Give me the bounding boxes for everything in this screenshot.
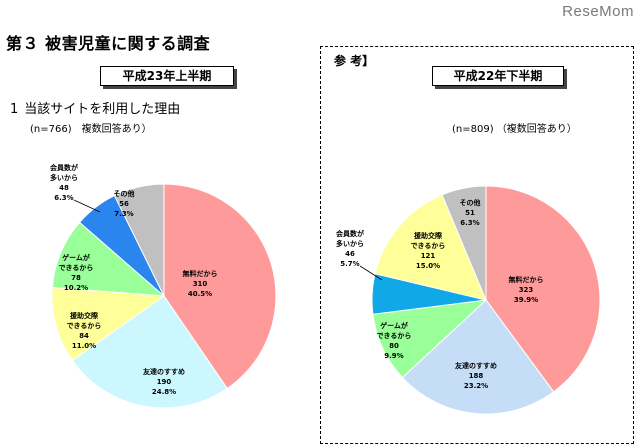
slice-label: 友達のすすめ 188 23.2% [454, 361, 497, 390]
pie-slice [113, 183, 165, 297]
slice-count: 80 [389, 342, 399, 350]
slice-count: 310 [193, 280, 208, 288]
slice-name: 会員数が [336, 229, 364, 238]
slice-count: 323 [519, 286, 534, 294]
pie-slice [163, 183, 277, 390]
slice-count: 46 [345, 250, 355, 258]
reference-frame [320, 46, 634, 444]
period-label-left: 平成23年上半期 [100, 66, 234, 86]
slice-count: 190 [157, 378, 172, 386]
slice-percent: 6.3% [460, 219, 479, 227]
slice-percent: 10.2% [64, 284, 88, 292]
pie-slice [374, 194, 487, 301]
pie-slice [485, 185, 601, 393]
section-number: 1 [10, 102, 19, 117]
slice-count: 121 [421, 252, 436, 260]
period-label-right: 平成22年下半期 [432, 66, 564, 86]
page-title: 第３ 被害児童に関する調査 [6, 34, 211, 53]
slice-name: 援助交際 [70, 311, 99, 320]
pie-slice [401, 299, 555, 415]
slice-label: 友達のすすめ 190 24.8% [142, 367, 185, 396]
slice-percent: 9.9% [384, 352, 403, 360]
slice-name: 会員数が [50, 163, 78, 172]
slice-label: その他 51 6.3% [460, 198, 481, 227]
slice-percent: 5.7% [340, 260, 359, 268]
slice-count: 56 [119, 200, 129, 208]
sample-note-right: (n=809) （複数回答あり） [452, 124, 577, 135]
section-title: 当該サイトを利用した理由 [24, 102, 181, 117]
slice-percent: 15.0% [416, 262, 440, 270]
slice-name: 多いから [336, 239, 364, 248]
slice-label: 無料だから 310 40.5% [183, 269, 218, 298]
slice-count: 48 [59, 184, 69, 192]
leader-line [73, 199, 101, 213]
slice-name: その他 [114, 189, 135, 198]
slice-name: できるから [67, 321, 102, 330]
slice-percent: 23.2% [464, 382, 488, 390]
slice-name: ゲームが [62, 253, 90, 262]
slice-name: 友達のすすめ [142, 367, 185, 376]
slice-name: ゲームが [380, 321, 408, 330]
slice-count: 51 [465, 209, 475, 217]
reference-label: 参 考】 [334, 54, 375, 68]
pie-slice [51, 221, 166, 297]
slice-name: できるから [377, 331, 412, 340]
slice-percent: 6.3% [54, 194, 73, 202]
slice-name: 援助交際 [414, 231, 443, 240]
slice-percent: 40.5% [188, 290, 212, 298]
pie-slice [71, 295, 228, 409]
resemom-watermark: ReseMom [562, 3, 634, 20]
leader-line [359, 265, 383, 281]
slice-count: 84 [79, 332, 89, 340]
slice-percent: 11.0% [72, 342, 96, 350]
pie-slice [51, 286, 166, 362]
section-heading: 1 当該サイトを利用した理由 [10, 98, 180, 117]
slice-name: 無料だから [183, 269, 218, 278]
sample-note-left: (n=766) 複数回答あり） [30, 124, 152, 135]
pie-slice [441, 185, 487, 301]
slice-name: 無料だから [509, 275, 544, 284]
slice-name: 多いから [50, 173, 78, 182]
slice-percent: 39.9% [514, 296, 538, 304]
slice-label: 無料だから 323 39.9% [509, 275, 544, 304]
slice-count: 188 [469, 372, 484, 380]
slice-name: その他 [460, 198, 481, 207]
slice-count: 78 [71, 274, 81, 282]
slice-name: できるから [411, 241, 446, 250]
slice-name: 友達のすすめ [454, 361, 497, 370]
slice-label: その他 56 7.3% [114, 189, 135, 218]
slice-percent: 24.8% [152, 388, 176, 396]
slice-name: できるから [59, 263, 94, 272]
slice-percent: 7.3% [114, 210, 133, 218]
